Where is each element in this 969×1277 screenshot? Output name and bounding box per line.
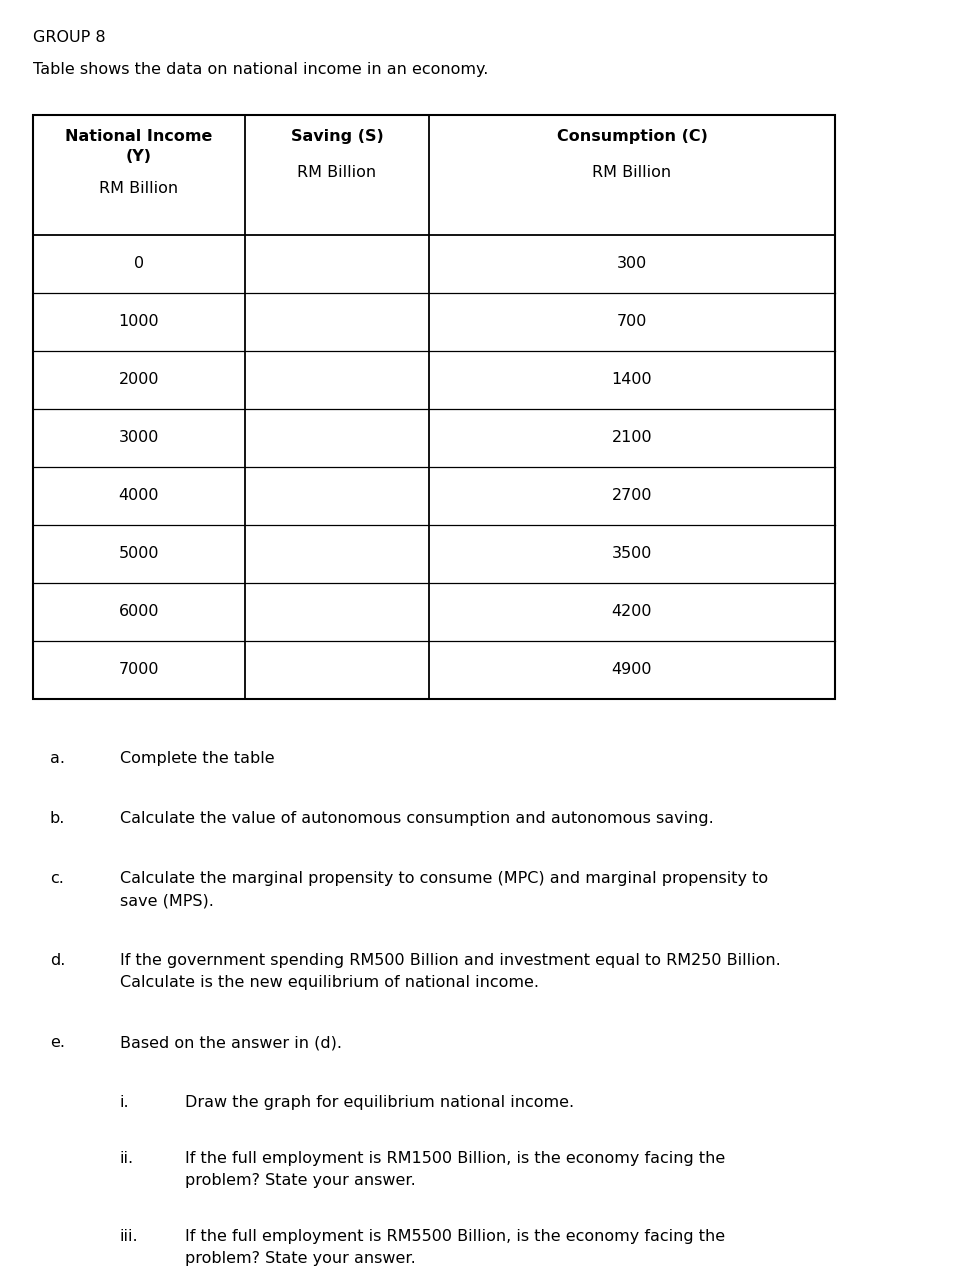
Text: 7000: 7000 <box>119 663 159 678</box>
Text: 3000: 3000 <box>119 430 159 446</box>
Text: 1000: 1000 <box>118 314 159 329</box>
Text: 1400: 1400 <box>611 373 652 387</box>
Text: save (MPS).: save (MPS). <box>120 893 214 908</box>
Text: 3500: 3500 <box>611 547 652 562</box>
Bar <box>33 115 835 699</box>
Text: b.: b. <box>50 811 65 826</box>
Text: Consumption (C): Consumption (C) <box>556 129 707 144</box>
Text: ii.: ii. <box>120 1151 134 1166</box>
Text: i.: i. <box>120 1094 130 1110</box>
Text: 700: 700 <box>617 314 647 329</box>
Text: a.: a. <box>50 751 65 766</box>
Text: Based on the answer in (d).: Based on the answer in (d). <box>120 1034 342 1050</box>
Text: 5000: 5000 <box>119 547 159 562</box>
Text: iii.: iii. <box>120 1228 139 1244</box>
Text: (Y): (Y) <box>126 149 152 163</box>
Text: problem? State your answer.: problem? State your answer. <box>185 1174 416 1188</box>
Text: 2700: 2700 <box>611 489 652 503</box>
Text: If the government spending RM500 Billion and investment equal to RM250 Billion.: If the government spending RM500 Billion… <box>120 953 781 968</box>
Text: Calculate the marginal propensity to consume (MPC) and marginal propensity to: Calculate the marginal propensity to con… <box>120 871 768 886</box>
Text: Complete the table: Complete the table <box>120 751 274 766</box>
Text: If the full employment is RM1500 Billion, is the economy facing the: If the full employment is RM1500 Billion… <box>185 1151 725 1166</box>
Text: e.: e. <box>50 1034 65 1050</box>
Text: National Income: National Income <box>65 129 212 144</box>
Text: Calculate the value of autonomous consumption and autonomous saving.: Calculate the value of autonomous consum… <box>120 811 714 826</box>
Text: RM Billion: RM Billion <box>592 165 672 180</box>
Text: problem? State your answer.: problem? State your answer. <box>185 1251 416 1266</box>
Text: Calculate is the new equilibrium of national income.: Calculate is the new equilibrium of nati… <box>120 976 539 990</box>
Text: 300: 300 <box>617 257 647 272</box>
Text: 2100: 2100 <box>611 430 652 446</box>
Text: 4900: 4900 <box>611 663 652 678</box>
Text: Draw the graph for equilibrium national income.: Draw the graph for equilibrium national … <box>185 1094 574 1110</box>
Text: Saving (S): Saving (S) <box>291 129 384 144</box>
Text: RM Billion: RM Billion <box>100 181 178 195</box>
Text: c.: c. <box>50 871 64 886</box>
Text: Table shows the data on national income in an economy.: Table shows the data on national income … <box>33 63 488 77</box>
Text: 4000: 4000 <box>119 489 159 503</box>
Text: GROUP 8: GROUP 8 <box>33 29 106 45</box>
Text: 2000: 2000 <box>119 373 159 387</box>
Text: If the full employment is RM5500 Billion, is the economy facing the: If the full employment is RM5500 Billion… <box>185 1228 725 1244</box>
Text: 4200: 4200 <box>611 604 652 619</box>
Text: 6000: 6000 <box>119 604 159 619</box>
Text: 0: 0 <box>134 257 144 272</box>
Text: d.: d. <box>50 953 65 968</box>
Text: RM Billion: RM Billion <box>297 165 377 180</box>
